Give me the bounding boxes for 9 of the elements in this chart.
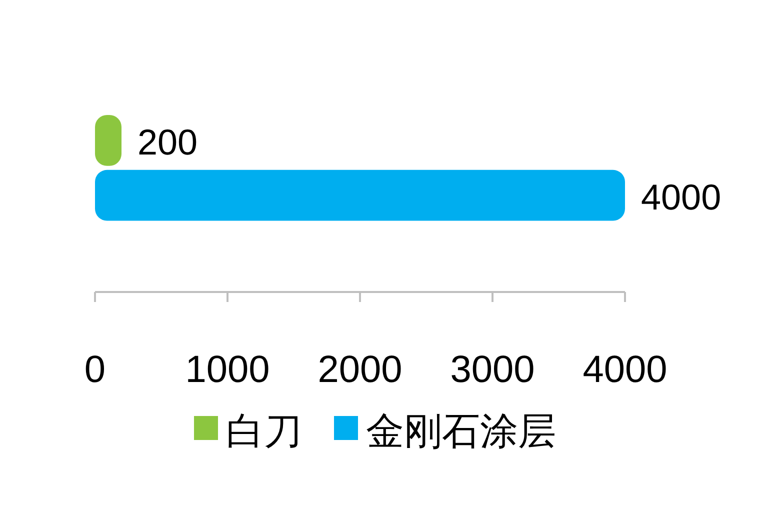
x-tick-label: 1000 xyxy=(185,349,270,391)
x-tick-label: 0 xyxy=(84,349,106,391)
legend-label: 白刀 xyxy=(226,411,302,453)
x-tick-label: 2000 xyxy=(318,349,402,391)
data-label: 4000 xyxy=(641,176,722,218)
data-label: 200 xyxy=(138,121,198,162)
legend-label: 金刚石涂层 xyxy=(366,411,556,453)
x-tick-label: 4000 xyxy=(582,349,668,391)
x-tick-label: 3000 xyxy=(450,349,535,391)
